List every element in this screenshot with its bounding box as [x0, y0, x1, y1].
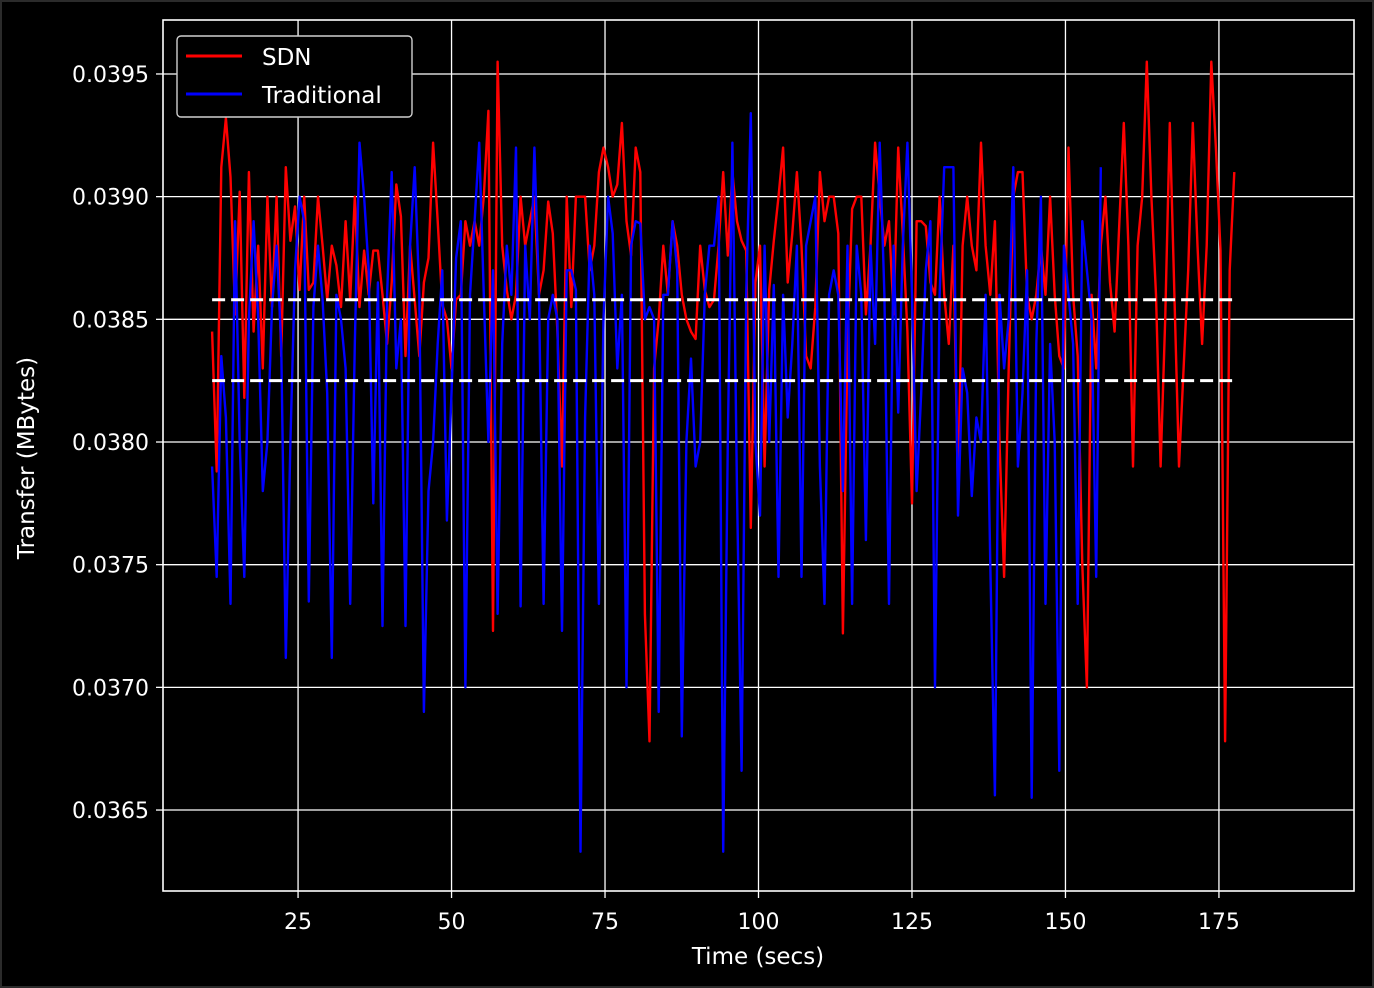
x-tick-label: 100	[738, 910, 780, 935]
y-axis-label: Transfer (MBytes)	[14, 357, 40, 560]
x-tick-label: 175	[1198, 910, 1240, 935]
x-tick-label: 75	[591, 910, 619, 935]
legend-label-sdn: SDN	[262, 45, 312, 71]
x-tick-label: 25	[284, 910, 312, 935]
y-axis-ticks: 0.0365 0.0370 0.0375 0.0380 0.0385 0.0390 0.03…	[72, 63, 163, 824]
grid-lines	[163, 20, 1354, 891]
y-tick-label: 0.0365	[72, 799, 149, 824]
x-tick-label: 150	[1044, 910, 1086, 935]
data-series	[210, 60, 1236, 853]
y-tick-label: 0.0395	[72, 63, 149, 88]
y-tick-label: 0.0370	[72, 676, 149, 701]
x-axis-ticks: 25 50 75 100 125 150 175	[284, 891, 1240, 935]
legend: SDN Traditional	[176, 35, 413, 118]
x-axis-label: Time (secs)	[691, 944, 824, 970]
y-tick-label: 0.0390	[72, 186, 149, 211]
y-tick-label: 0.0375	[72, 554, 149, 579]
series-line-traditional	[210, 111, 1102, 853]
y-tick-label: 0.0380	[72, 431, 149, 456]
legend-label-traditional: Traditional	[261, 83, 382, 109]
x-tick-label: 50	[438, 910, 466, 935]
y-tick-label: 0.0385	[72, 308, 149, 333]
x-tick-label: 125	[891, 910, 933, 935]
